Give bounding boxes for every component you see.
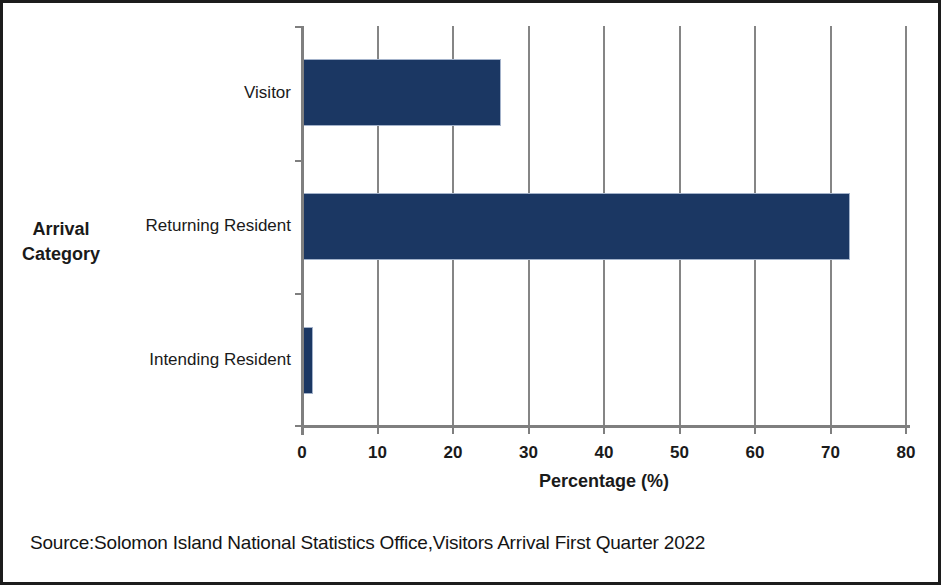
y-tick-mark [295,425,302,427]
chart-frame: Arrival Category VisitorReturning Reside… [0,0,941,585]
x-tick-label: 50 [655,443,705,463]
x-tick-mark [905,427,907,434]
x-tick-mark [301,427,303,434]
category-labels: VisitorReturning ResidentIntending Resid… [3,3,291,585]
category-label: Visitor [3,26,291,160]
x-tick-mark [528,427,530,434]
x-tick-mark [452,427,454,434]
x-tick-label: 30 [504,443,554,463]
x-tick-labels: 01020304050607080 [302,443,906,465]
x-tick-label: 10 [353,443,403,463]
category-label: Returning Resident [3,160,291,294]
x-tick-label: 70 [806,443,856,463]
x-axis-line [301,425,910,428]
gridline [905,26,907,427]
bar [302,193,850,260]
x-tick-label: 60 [730,443,780,463]
x-tick-mark [679,427,681,434]
x-tick-mark [377,427,379,434]
x-tick-mark [830,427,832,434]
plot-area [302,26,906,427]
y-tick-mark [295,160,302,162]
x-tick-label: 40 [579,443,629,463]
y-axis-line [301,26,304,435]
x-axis-title: Percentage (%) [302,471,906,492]
x-tick-mark [603,427,605,434]
x-tick-label: 20 [428,443,478,463]
source-note: Source:Solomon Island National Statistic… [30,532,705,554]
x-tick-label: 80 [881,443,931,463]
bar [302,59,501,126]
y-tick-mark [295,293,302,295]
y-tick-mark [295,26,302,28]
category-label: Intending Resident [3,293,291,427]
x-tick-label: 0 [277,443,327,463]
x-tick-mark [754,427,756,434]
